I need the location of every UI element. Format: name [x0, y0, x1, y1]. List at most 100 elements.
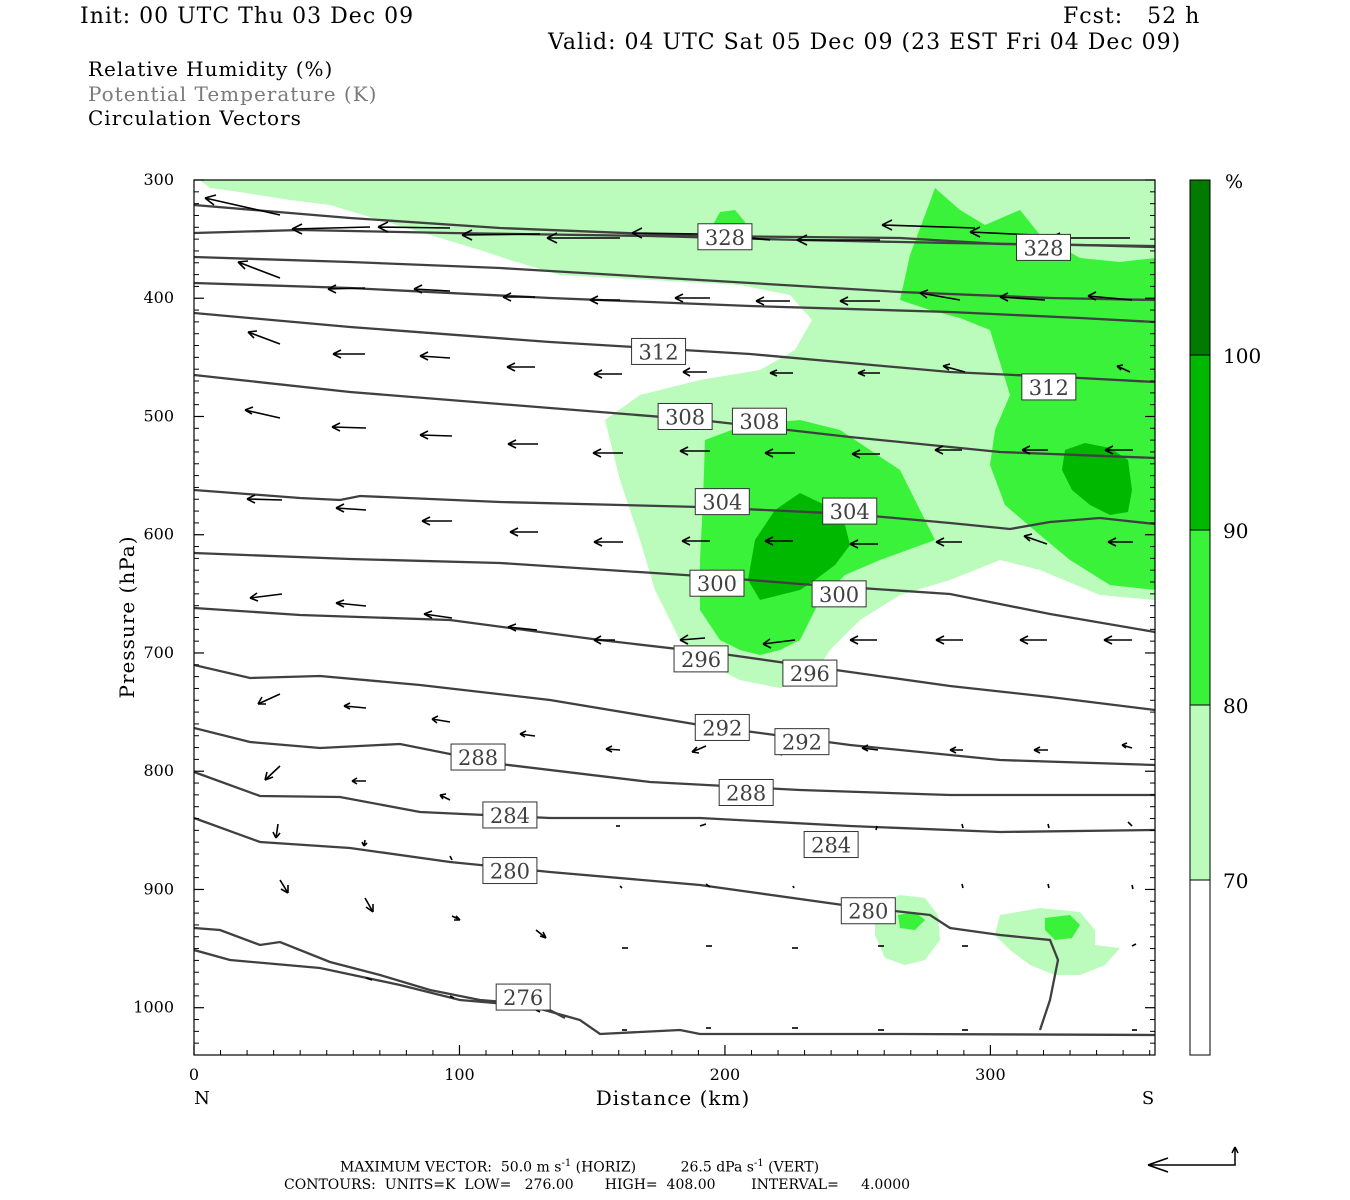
theta-contour: [194, 311, 1155, 384]
theta-label: 276: [495, 983, 551, 1011]
forecast-hour: Fcst: 52 h: [1063, 4, 1201, 29]
wind-vector: [935, 537, 962, 547]
y-tick-label: 500: [143, 406, 174, 425]
svg-text:292: 292: [782, 731, 822, 755]
svg-text:308: 308: [665, 405, 705, 429]
svg-text:292: 292: [702, 716, 742, 740]
x-axis-right-label: S: [1142, 1088, 1154, 1109]
wind-vector: [257, 693, 281, 705]
wind-vector: [593, 537, 623, 547]
wind-vector: [619, 885, 623, 889]
theta-contour: [194, 770, 1155, 834]
colorbar-unit: %: [1225, 171, 1243, 193]
rh-70-lower-2: [995, 908, 1120, 975]
wind-vector: [507, 623, 538, 632]
x-axis-title: Distance (km): [596, 1086, 751, 1110]
wind-vector: [335, 503, 367, 513]
footer-max-vector: MAXIMUM VECTOR: 50.0 m s-1 (HORIZ) 26.5 …: [340, 1158, 820, 1176]
wind-vector: [631, 227, 701, 239]
svg-text:312: 312: [1029, 376, 1069, 400]
wind-vector: [431, 715, 451, 724]
wind-vector: [451, 915, 461, 921]
wind-vector: [1104, 445, 1133, 455]
svg-text:280: 280: [490, 860, 530, 884]
wind-vector: [849, 635, 877, 645]
wind-vector: [764, 536, 793, 546]
legend-vectors: Circulation Vectors: [88, 106, 302, 130]
y-tick-label: 700: [143, 643, 174, 662]
wind-vector: [351, 777, 366, 785]
wind-vector: [1121, 742, 1133, 749]
wind-vector: [507, 439, 538, 449]
colorbar-level-label: 100: [1223, 344, 1261, 368]
theta-label: 304: [822, 497, 878, 525]
wind-vector: [506, 362, 535, 372]
theta-label: 304: [694, 488, 750, 516]
svg-text:300: 300: [697, 572, 737, 596]
wind-vector: [1019, 635, 1047, 645]
theta-label: 284: [803, 831, 859, 859]
wind-vector: [881, 219, 976, 231]
theta-label: 300: [689, 569, 745, 597]
y-tick-label: 300: [143, 170, 174, 189]
theta-contour: [194, 606, 1155, 712]
valid-time: Valid: 04 UTC Sat 05 Dec 09 (23 EST Fri …: [548, 30, 1182, 55]
theta-label: 292: [774, 728, 830, 756]
wind-vector: [961, 883, 964, 889]
wind-vector: [244, 406, 281, 419]
x-axis-left-label: N: [194, 1088, 210, 1109]
wind-vector: [364, 897, 374, 913]
y-tick-label: 600: [143, 525, 174, 544]
wind-vector: [361, 839, 368, 847]
wind-vector: [413, 284, 451, 294]
wind-vector: [674, 293, 710, 303]
wind-vector: [1131, 943, 1137, 947]
wind-vector: [449, 855, 453, 861]
wind-vector: [327, 284, 366, 294]
y-tick-label: 1000: [133, 998, 174, 1017]
svg-text:300: 300: [819, 583, 859, 607]
wind-vector: [942, 363, 966, 373]
x-tick-label: 300: [975, 1065, 1006, 1084]
wind-vector: [365, 977, 373, 981]
legend-rh: Relative Humidity (%): [88, 57, 334, 81]
wind-vector: [1023, 533, 1048, 545]
init-time: Init: 00 UTC Thu 03 Dec 09: [80, 4, 415, 29]
wind-vector: [419, 351, 451, 361]
wind-vector: [1107, 537, 1133, 547]
colorbar-segment: [1190, 880, 1210, 1055]
theta-label: 312: [631, 337, 687, 365]
theta-label: 328: [1016, 233, 1072, 261]
x-tick-label: 100: [444, 1065, 475, 1084]
wind-vector: [857, 369, 880, 377]
wind-vector: [999, 292, 1046, 302]
wind-vector: [849, 539, 878, 549]
wind-vector: [1021, 445, 1048, 455]
wind-vector: [377, 221, 451, 233]
theta-contour: [194, 551, 1155, 634]
wind-vector: [519, 730, 536, 738]
wind-vector: [449, 995, 455, 999]
colorbar-segment: [1190, 180, 1210, 355]
colorbar-segment: [1190, 355, 1210, 530]
colorbar-level-label: 80: [1223, 694, 1248, 718]
wind-vector: [535, 929, 547, 939]
rh-90-right: [1062, 443, 1132, 515]
wind-vector: [919, 289, 961, 301]
theta-label: 300: [811, 580, 867, 608]
wind-vector: [421, 516, 452, 526]
wind-vector: [796, 234, 880, 246]
theta-label: 288: [718, 779, 774, 806]
wind-vector: [755, 296, 790, 306]
wind-vector: [593, 369, 622, 379]
wind-vector: [839, 296, 880, 306]
axis-ticks: 0 100 200 300 300 400 500 600 700 800 900 1000: [133, 170, 1155, 1084]
colorbar-level-label: 90: [1223, 519, 1248, 543]
svg-text:288: 288: [726, 782, 766, 806]
wind-vector: [935, 635, 963, 645]
wind-vector: [246, 494, 283, 504]
theta-label: 292: [694, 713, 750, 741]
wind-vector: [861, 744, 879, 752]
theta-label: 296: [782, 659, 838, 687]
